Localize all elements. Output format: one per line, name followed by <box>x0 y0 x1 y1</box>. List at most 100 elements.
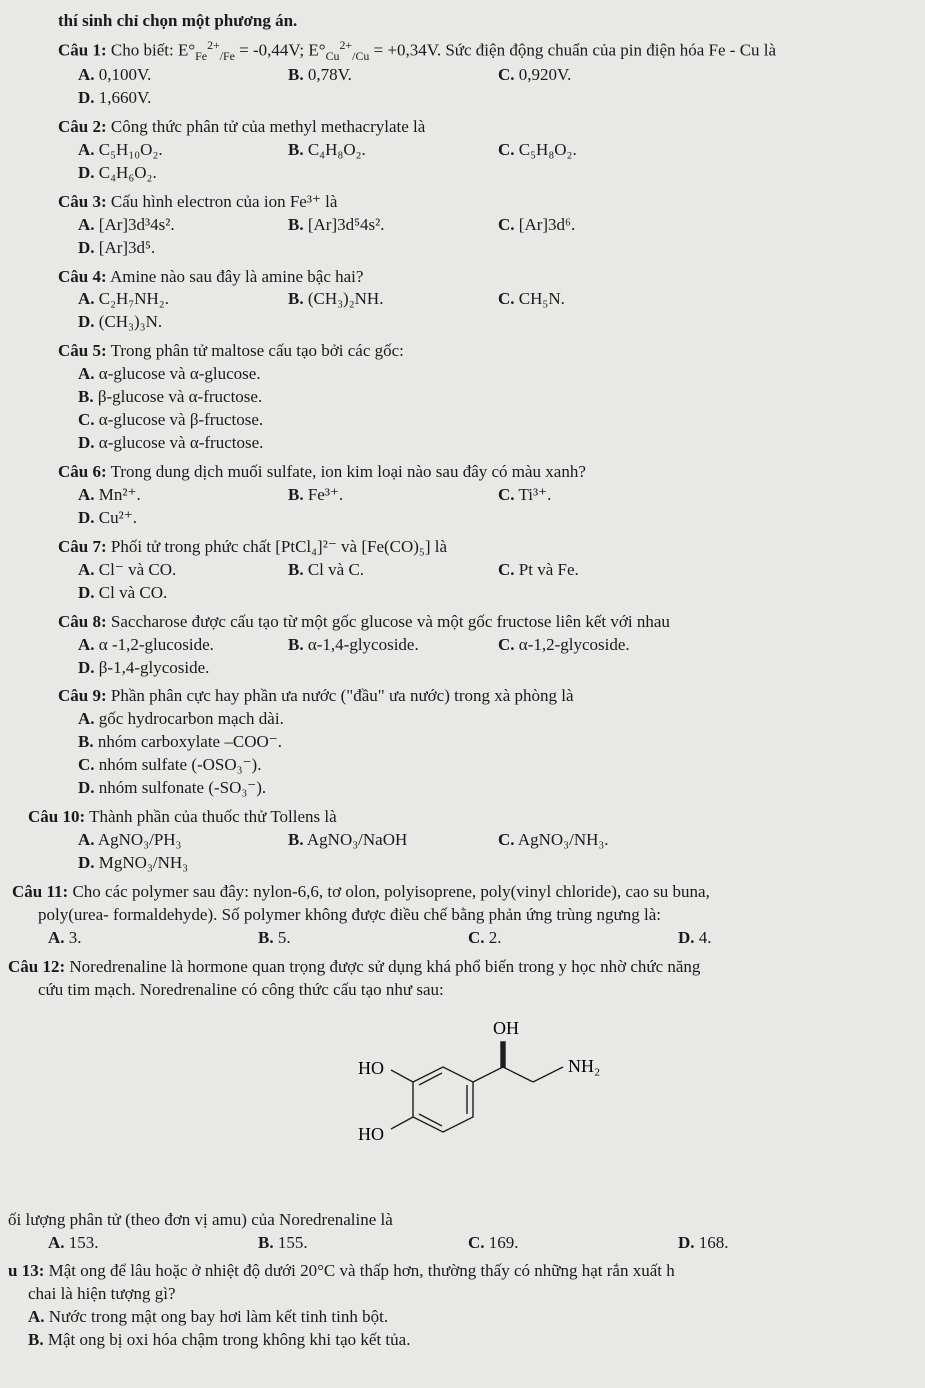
q1-fe-after: /Fe <box>220 49 235 63</box>
q1-D: 1,660V. <box>99 88 152 107</box>
question-1: Câu 1: Cho biết: E°Fe2+/Fe = -0,44V; E°C… <box>8 37 917 110</box>
q1-B: 0,78V. <box>308 65 352 84</box>
q6-C: Ti³⁺. <box>518 485 551 504</box>
q1-C: 0,920V. <box>519 65 572 84</box>
label-d: D. <box>78 658 95 677</box>
noredrenaline-structure: OH HO HO NH₂ <box>8 1012 917 1189</box>
label-b: B. <box>288 65 304 84</box>
q2-D: C₄H₆O₂. <box>99 163 157 182</box>
q13-num: u 13: <box>8 1261 44 1280</box>
q3-C: [Ar]3d⁶. <box>519 215 575 234</box>
q12-opt-b: B. 155. <box>258 1232 468 1255</box>
svg-text:HO: HO <box>358 1124 384 1144</box>
q7-D: Cl và CO. <box>99 583 167 602</box>
label-a: A. <box>78 364 95 383</box>
label-b: B. <box>28 1330 44 1349</box>
q6-num: Câu 6: <box>58 462 107 481</box>
q12-stem: Noredrenaline là hormone quan trọng được… <box>65 957 700 976</box>
q9-opt-b: B. nhóm carboxylate –COO⁻. <box>78 731 498 754</box>
intro-line: thí sinh chỉ chọn một phương án. <box>8 10 917 33</box>
q6-opt-c: C. Ti³⁺. <box>498 484 708 507</box>
label-a: A. <box>48 928 65 947</box>
q4-opt-a: A. C₂H₇NH₂. <box>78 288 288 311</box>
q5-D: α-glucose và α-fructose. <box>99 433 264 452</box>
q4-opt-d: D. (CH₃)₃N. <box>78 311 288 334</box>
q12-opt-a: A. 153. <box>48 1232 258 1255</box>
q4-num: Câu 4: <box>58 267 107 286</box>
label-b: B. <box>288 635 304 654</box>
label-d: D. <box>78 508 95 527</box>
question-8: Câu 8: Saccharose được cấu tạo từ một gố… <box>8 611 917 680</box>
label-b: B. <box>288 485 304 504</box>
question-3: Câu 3: Cấu hình electron của ion Fe³⁺ là… <box>8 191 917 260</box>
label-d: D. <box>78 163 95 182</box>
q8-D: β-1,4-glycoside. <box>99 658 210 677</box>
q10-stem: Thành phần của thuốc thử Tollens là <box>85 807 336 826</box>
q6-opt-d: D. Cu²⁺. <box>78 507 288 530</box>
q2-opt-b: B. C₄H₈O₂. <box>288 139 498 162</box>
q6-D: Cu²⁺. <box>99 508 137 527</box>
label-c: C. <box>468 928 485 947</box>
q4-stem: Amine nào sau đây là amine bậc hai? <box>107 267 364 286</box>
q5-opt-a: A. α-glucose và α-glucose. <box>78 363 498 386</box>
q12-B: 155. <box>278 1233 308 1252</box>
label-d: D. <box>678 928 695 947</box>
q1-opt-d: D. 1,660V. <box>78 87 288 110</box>
q8-A: α -1,2-glucoside. <box>99 635 214 654</box>
q9-C: nhóm sulfate (-OSO₃⁻). <box>99 755 262 774</box>
label-b: B. <box>288 140 304 159</box>
label-a: A. <box>28 1307 45 1326</box>
q12-A: 153. <box>69 1233 99 1252</box>
q11-A: 3. <box>69 928 82 947</box>
q13-A: Nước trong mật ong bay hơi làm kết tinh … <box>49 1307 388 1326</box>
q12-stem2: cứu tim mạch. Noredrenaline có công thức… <box>8 979 917 1002</box>
q9-opt-a: A. gốc hydrocarbon mạch dài. <box>78 708 498 731</box>
label-c: C. <box>498 560 515 579</box>
q7-opt-c: C. Pt và Fe. <box>498 559 708 582</box>
q2-opt-c: C. C₅H₈O₂. <box>498 139 708 162</box>
q8-num: Câu 8: <box>58 612 107 631</box>
label-d: D. <box>78 433 95 452</box>
q8-stem: Saccharose được cấu tạo từ một gốc gluco… <box>107 612 670 631</box>
label-c: C. <box>498 140 515 159</box>
label-b: B. <box>78 387 94 406</box>
q6-stem: Trong dung dịch muối sulfate, ion kim lo… <box>107 462 586 481</box>
label-c: C. <box>468 1233 485 1252</box>
q1-eq1: = -0,44V; E° <box>235 41 326 60</box>
q12-tail: ối lượng phân tử (theo đơn vị amu) của N… <box>8 1209 917 1232</box>
label-c: C. <box>498 289 515 308</box>
question-7: Câu 7: Phối tử trong phức chất [PtCl₄]²⁻… <box>8 536 917 605</box>
svg-text:HO: HO <box>358 1058 384 1078</box>
q1-A: 0,100V. <box>99 65 152 84</box>
label-d: D. <box>78 312 95 331</box>
q7-opt-d: D. Cl và CO. <box>78 582 288 605</box>
label-d: D. <box>78 853 95 872</box>
q11-opt-c: C. 2. <box>468 927 678 950</box>
q10-opt-b: B. AgNO₃/NaOH <box>288 829 498 852</box>
question-12: Câu 12: Noredrenaline là hormone quan tr… <box>8 956 917 1255</box>
q11-C: 2. <box>489 928 502 947</box>
q13-opt-a: A. Nước trong mật ong bay hơi làm kết ti… <box>8 1306 917 1329</box>
q11-opt-d: D. 4. <box>678 927 888 950</box>
q12-C: 169. <box>489 1233 519 1252</box>
question-13: u 13: Mật ong để lâu hoặc ở nhiệt độ dướ… <box>8 1260 917 1352</box>
q7-num: Câu 7: <box>58 537 107 556</box>
q1-opt-c: C. 0,920V. <box>498 64 708 87</box>
q7-A: Cl⁻ và CO. <box>99 560 176 579</box>
q9-D: nhóm sulfonate (-SO₃⁻). <box>99 778 266 797</box>
label-c: C. <box>78 410 95 429</box>
q3-B: [Ar]3d⁵4s². <box>308 215 385 234</box>
label-b: B. <box>258 928 274 947</box>
svg-text:NH₂: NH₂ <box>568 1056 600 1076</box>
q11-stem2: poly(urea- formaldehyde). Số polymer khô… <box>8 904 917 927</box>
q7-opt-a: A. Cl⁻ và CO. <box>78 559 288 582</box>
question-2: Câu 2: Công thức phân tử của methyl meth… <box>8 116 917 185</box>
q10-opt-d: D. MgNO₃/NH₃ <box>78 852 288 875</box>
q1-opt-b: B. 0,78V. <box>288 64 498 87</box>
q12-num: Câu 12: <box>8 957 65 976</box>
q10-D: MgNO₃/NH₃ <box>99 853 188 872</box>
label-d: D. <box>78 238 95 257</box>
question-9: Câu 9: Phần phân cực hay phần ưa nước ("… <box>8 685 917 800</box>
q4-opt-c: C. CH₅N. <box>498 288 708 311</box>
label-a: A. <box>78 709 95 728</box>
